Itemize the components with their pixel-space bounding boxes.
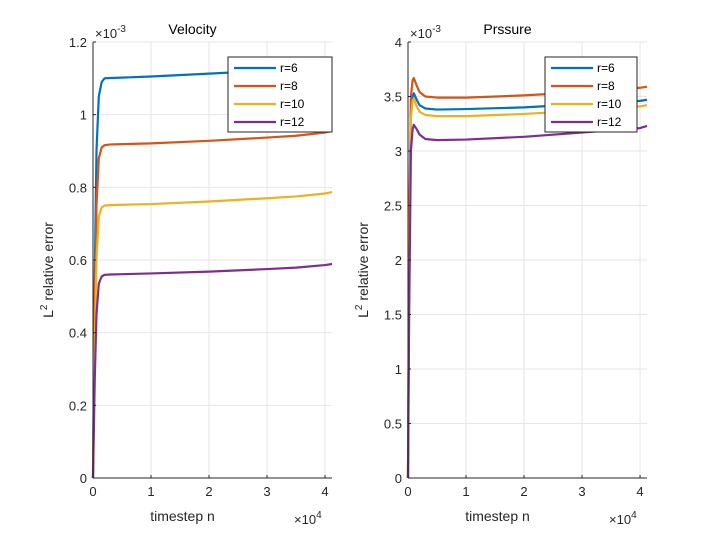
x-tick-label: 2 [520, 484, 527, 499]
y-axis-label-sup: 2 [354, 304, 365, 310]
y-tick-label: 3 [395, 144, 402, 159]
y-axis-label-rest: relative error [355, 222, 371, 305]
x-axis-label: timestep n [465, 508, 530, 524]
chart-title: Velocity [168, 21, 216, 37]
legend-label: r=10 [280, 97, 305, 111]
y-tick-label: 3.5 [384, 90, 402, 105]
y-tick-label: 1.5 [384, 308, 402, 323]
subplot-1: 0 1 2 3 4 0 0.2 0.4 0.6 0.8 1 1.2 Velocity timestep n… [39, 21, 333, 527]
y-tick-label: 0.5 [384, 417, 402, 432]
y-tick-label: 0.6 [69, 253, 87, 268]
y-axis-label-base: L [40, 310, 56, 318]
y-multiplier: ×10-3 [95, 24, 126, 41]
y-multiplier: ×10-3 [410, 24, 441, 41]
x-tick-label: 2 [205, 484, 212, 499]
x-tick-label: 4 [636, 484, 643, 499]
chart-title: Prssure [483, 21, 531, 37]
y-tick-label: 2 [395, 253, 402, 268]
y-multiplier-base: ×10 [95, 26, 117, 41]
series-line-r12 [91, 262, 333, 479]
y-multiplier-base: ×10 [410, 26, 432, 41]
y-tick-label: 4 [395, 35, 402, 50]
y-multiplier-exp: -3 [117, 24, 126, 35]
y-tick-label: 0.2 [69, 398, 87, 413]
y-tick-label: 0 [395, 471, 402, 486]
legend-label: r=12 [280, 115, 305, 129]
x-tick-label: 4 [321, 484, 328, 499]
legend-box [227, 56, 333, 133]
y-tick-label: 0.4 [69, 326, 87, 341]
legend-box [544, 56, 638, 133]
y-axis-label-sup: 2 [39, 304, 50, 310]
y-axis-label-rest: relative error [40, 222, 56, 305]
x-multiplier: ×104 [609, 510, 637, 527]
y-multiplier-exp: -3 [432, 24, 441, 35]
series-line-r10 [91, 190, 333, 479]
legend-label: r=8 [597, 79, 615, 93]
y-axis-label-base: L [355, 310, 371, 318]
x-multiplier-base: ×10 [294, 512, 316, 527]
x-tick-label: 3 [263, 484, 270, 499]
x-tick-label: 1 [462, 484, 469, 499]
x-tick-label: 0 [404, 484, 411, 499]
subplot-2: 0 1 2 3 4 0 0.5 1 1.5 2 2.5 3 3.5 4 Prssure timestep n L… [354, 21, 648, 527]
legend-label: r=10 [597, 97, 622, 111]
legend-label: r=12 [597, 115, 622, 129]
x-multiplier-base: ×10 [609, 512, 631, 527]
series-line-r8 [91, 129, 333, 479]
x-multiplier-exp: 4 [631, 510, 637, 521]
y-tick-label: 1 [80, 108, 87, 123]
legend: r=6 r=8 r=10 r=12 [544, 56, 638, 133]
y-tick-label: 1.2 [69, 35, 87, 50]
y-tick-label: 1 [395, 362, 402, 377]
legend-label: r=6 [597, 61, 615, 75]
legend-label: r=8 [280, 79, 298, 93]
x-multiplier: ×104 [294, 510, 322, 527]
x-axis-label: timestep n [150, 508, 215, 524]
y-axis-label: L2 relative error [354, 222, 371, 318]
x-multiplier-exp: 4 [316, 510, 322, 521]
legend-label: r=6 [280, 61, 298, 75]
x-tick-label: 0 [89, 484, 96, 499]
series-line-r12 [406, 123, 648, 479]
y-tick-label: 0.8 [69, 180, 87, 195]
x-tick-label: 3 [578, 484, 585, 499]
x-tick-label: 1 [147, 484, 154, 499]
y-tick-label: 2.5 [384, 199, 402, 214]
legend: r=6 r=8 r=10 r=12 [227, 56, 333, 133]
y-tick-label: 0 [80, 471, 87, 486]
y-axis-label: L2 relative error [39, 222, 56, 318]
